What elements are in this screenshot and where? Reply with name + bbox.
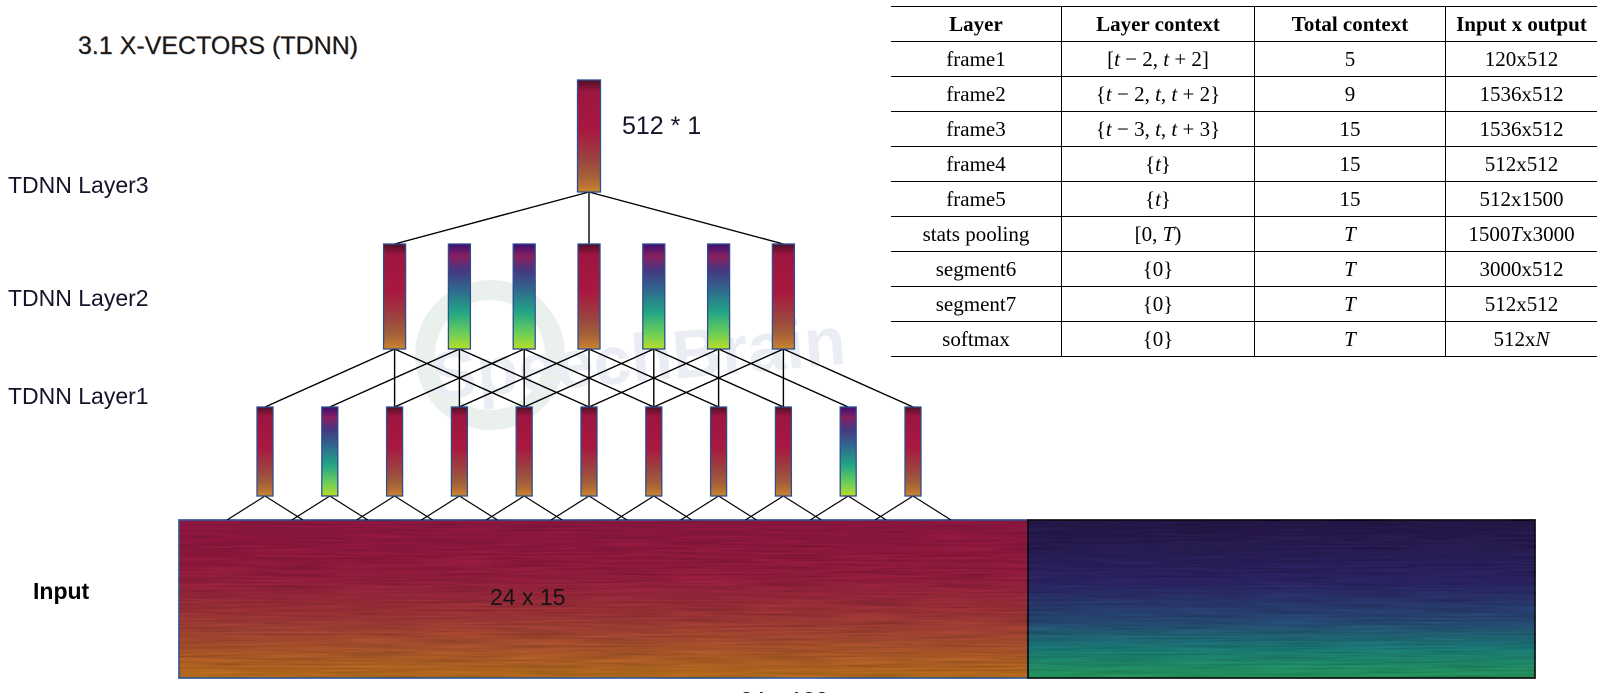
svg-text:24 x 15: 24 x 15 bbox=[490, 584, 565, 610]
svg-text:24 x 100: 24 x 100 bbox=[740, 687, 828, 693]
